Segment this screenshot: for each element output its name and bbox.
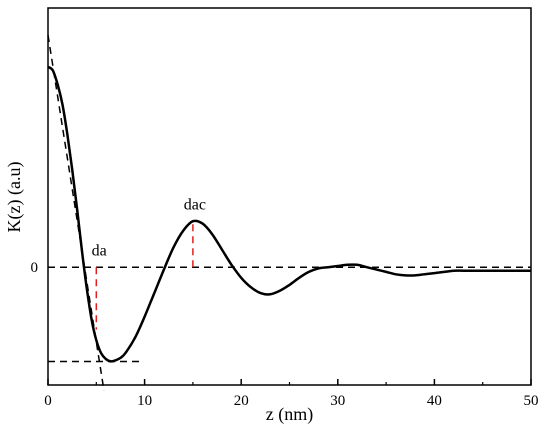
guide-lines <box>48 35 531 391</box>
series-layer <box>48 67 531 362</box>
x-tick-label-10: 10 <box>137 393 152 409</box>
series-line-0 <box>48 67 531 362</box>
x-tick-label-50: 50 <box>524 393 539 409</box>
annotation-dac: dac <box>184 196 206 213</box>
annotation-da: da <box>92 242 107 259</box>
y-axis-label: K(z) (a.u) <box>4 162 25 233</box>
annotations: da dac <box>92 196 206 259</box>
x-axis-label: z (nm) <box>266 404 313 425</box>
x-tick-label-20: 20 <box>234 393 249 409</box>
x-tick-label-0: 0 <box>44 393 52 409</box>
y-tick-label-0: 0 <box>31 260 39 276</box>
x-tick-label-30: 30 <box>330 393 345 409</box>
axis-ticks: 0 10 20 30 40 50 0 <box>31 260 539 409</box>
x-tick-label-40: 40 <box>427 393 442 409</box>
plot-frame <box>48 8 531 385</box>
